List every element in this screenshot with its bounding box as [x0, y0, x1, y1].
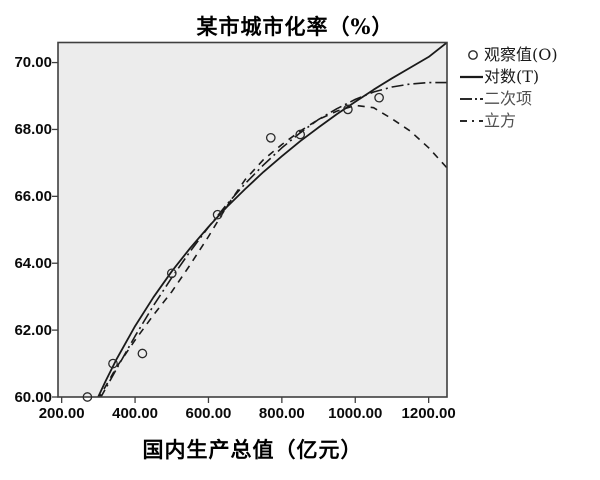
y-tick-label: 64.00 [14, 254, 52, 272]
observed-point [82, 392, 93, 402]
observed-point [374, 92, 384, 103]
x-axis-title: 国内生产总值（亿元） [142, 437, 363, 462]
x-tick-label: 200.00 [38, 405, 85, 422]
legend-item-logarithmic: 对数(T) [457, 66, 597, 88]
observed-point [212, 209, 223, 220]
y-tick-label: 68.00 [14, 120, 52, 138]
dash-dot-line-icon [460, 98, 483, 100]
x-tick-label: 400.00 [112, 405, 158, 422]
y-tick-label: 60.00 [14, 388, 52, 406]
legend-item-observed: 观察值(O) [457, 44, 597, 66]
x-tick-label: 1000.00 [328, 405, 383, 422]
legend-item-cubic: 立方 [457, 110, 597, 132]
logarithmic-curve [97, 42, 447, 397]
observed-point [343, 104, 353, 115]
legend-item-label: 立方 [484, 111, 517, 130]
observed-point [295, 129, 306, 140]
short-dash-dot-line-icon [460, 120, 483, 122]
legend: 观察值(O) 对数(T) 二次项 立方 [457, 44, 597, 132]
x-tick-label: 600.00 [185, 405, 232, 422]
solid-line-icon [460, 75, 483, 79]
chart-title: 某市城市化率（%） [196, 14, 394, 39]
x-tick-label: 1200.00 [401, 405, 456, 422]
plot-frame [57, 41, 448, 398]
plot-background [58, 42, 447, 397]
observed-point [265, 132, 276, 143]
observed-point [108, 358, 118, 369]
quadratic-curve [100, 81, 447, 397]
observed-point [137, 348, 148, 359]
circle-marker-icon [468, 50, 478, 60]
legend-item-label: 对数(T) [484, 67, 540, 86]
legend-item-quadratic: 二次项 [457, 88, 597, 110]
cubic-curve [98, 104, 447, 397]
legend-item-label: 观察值(O) [484, 45, 558, 64]
y-tick-label: 70.00 [14, 54, 52, 72]
y-tick-label: 62.00 [14, 321, 52, 339]
observed-point [166, 268, 177, 279]
legend-item-label: 二次项 [484, 89, 533, 108]
x-tick-label: 800.00 [258, 405, 305, 422]
y-tick-label: 66.00 [14, 187, 52, 205]
